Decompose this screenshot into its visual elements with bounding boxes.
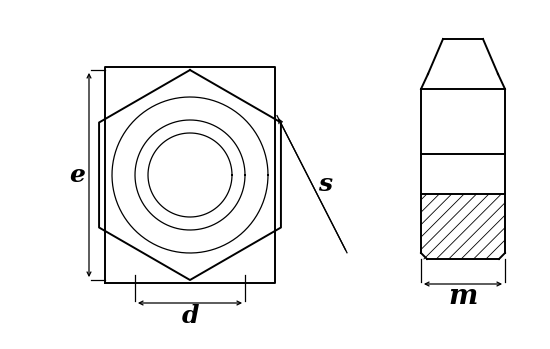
Text: d: d [182, 304, 199, 328]
Text: m: m [448, 283, 478, 311]
Text: e: e [69, 163, 85, 187]
Text: s: s [318, 172, 332, 196]
